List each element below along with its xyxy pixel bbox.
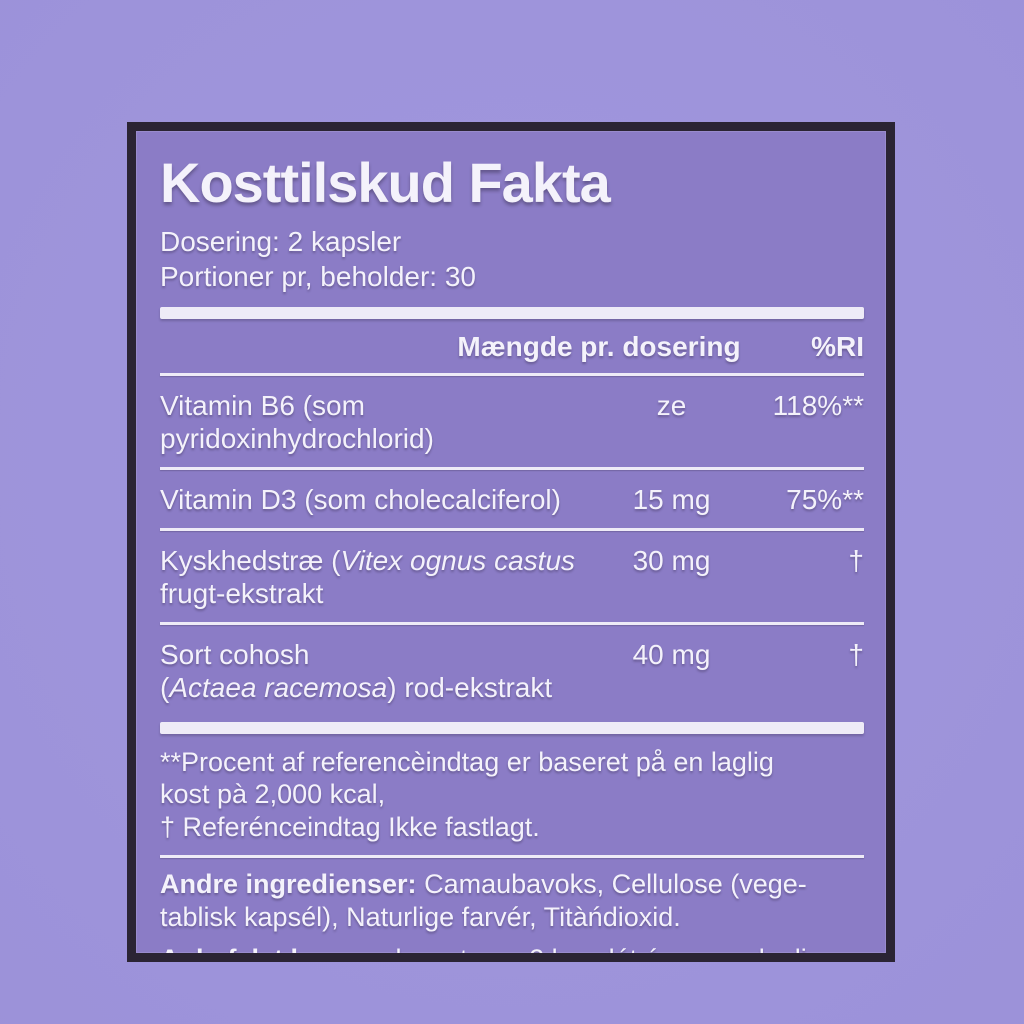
ingredient-latin-name: Vitex ognus castus bbox=[340, 544, 576, 576]
divider-thin bbox=[160, 372, 864, 376]
ingredient-amount: 15 mg bbox=[632, 483, 711, 515]
table-row: Vitamin B6 (som pyridoxinhydrochlorid) z… bbox=[160, 376, 864, 467]
footnote-line1: **Procent af referencèindtag er baseret … bbox=[160, 746, 774, 777]
usage-line1: Anbefalet brug: voksne tager 2 kapslét é… bbox=[160, 943, 864, 962]
table-row: Sort cohosh (Actaea racemosa) rod-ekstra… bbox=[160, 625, 864, 716]
ingredient-amount: ze bbox=[656, 389, 687, 421]
table-header-row: Mængde pr. dosering %RI bbox=[160, 319, 864, 373]
ingredient-ri: 75%** bbox=[786, 483, 864, 515]
other-ingredients-line1: Andre ingredienser: Camaubavoks, Cellulo… bbox=[160, 868, 864, 900]
ingredient-name-line2: frugt-ekstrakt bbox=[160, 578, 324, 610]
usage-label: Anbefalet brug: bbox=[160, 943, 360, 962]
divider-thick-top bbox=[160, 306, 864, 319]
table-row: Kyskhedstræ (Vitex ognus castus frugt-ek… bbox=[160, 531, 864, 622]
divider-thick-bottom bbox=[160, 721, 864, 734]
other-ingredients-text: Camaubavoks, Cellulose (vege- bbox=[416, 869, 807, 900]
ingredient-name-text: Kyskhedstræ ( bbox=[160, 544, 341, 576]
footnote-line3: † Referénceindtag Ikke fastlagt. bbox=[160, 811, 540, 842]
divider-thin bbox=[160, 621, 864, 625]
other-ingredients-line2: tablisk kapsél), Naturlige farvér, Titàń… bbox=[160, 901, 681, 932]
divider-thin bbox=[160, 527, 864, 531]
ingredient-latin-name: Actaea racemosa bbox=[169, 672, 388, 704]
ri-column-header: %RI bbox=[811, 330, 864, 362]
divider-thin bbox=[160, 466, 864, 470]
ingredient-amount: 40 mg bbox=[632, 638, 711, 670]
ingredient-ri: 118%** bbox=[772, 389, 864, 421]
ingredient-name: Vitamin B6 (som pyridoxinhydrochlorid) bbox=[160, 389, 434, 455]
usage-text: voksne tager 2 kapslét én gang daglig bbox=[359, 943, 822, 962]
divider-thin bbox=[160, 855, 864, 859]
ingredient-name-text: ) rod-ekstrakt bbox=[387, 672, 553, 704]
servings-per-container-line: Portioner pr, beholder: 30 bbox=[160, 260, 476, 292]
ingredient-name-line1: Kyskhedstræ (Vitex ognus castus bbox=[160, 544, 604, 578]
footnote-line2: kost pà 2,000 kcal, bbox=[160, 779, 386, 810]
footnotes: **Procent af referencèindtag er baseret … bbox=[160, 746, 864, 843]
serving-info: Dosering: 2 kapsler Portioner pr, behold… bbox=[160, 225, 864, 293]
other-ingredients: Andre ingredienser: Camaubavoks, Cellulo… bbox=[160, 868, 864, 933]
supplement-facts-panel: Kosttilskud Fakta Dosering: 2 kapsler Po… bbox=[127, 122, 895, 962]
serving-size-line: Dosering: 2 kapsler bbox=[160, 226, 402, 258]
table-row: Vitamin D3 (som cholecalciferol) 15 mg 7… bbox=[160, 470, 864, 528]
ingredient-ri: † bbox=[848, 638, 864, 670]
ingredient-name-line1: Sort cohosh bbox=[160, 638, 310, 670]
ingredient-name: Sort cohosh (Actaea racemosa) rod-ekstra… bbox=[160, 638, 604, 705]
ingredient-name: Kyskhedstræ (Vitex ognus castus frugt-ek… bbox=[160, 544, 604, 611]
other-ingredients-label: Andre ingredienser: bbox=[160, 869, 417, 900]
ingredient-name-line2: (Actaea racemosa) rod-ekstrakt bbox=[160, 671, 604, 705]
amount-column-header: Mængde pr. dosering bbox=[457, 330, 741, 362]
ingredient-name-text: ( bbox=[160, 672, 170, 704]
page-title: Kosttilskud Fakta bbox=[160, 151, 611, 214]
usage-directions: Anbefalet brug: voksne tager 2 kapslét é… bbox=[160, 943, 864, 962]
ingredient-name: Vitamin D3 (som cholecalciferol) bbox=[160, 483, 561, 515]
ingredient-amount: 30 mg bbox=[632, 544, 711, 576]
ingredient-ri: † bbox=[848, 544, 864, 576]
